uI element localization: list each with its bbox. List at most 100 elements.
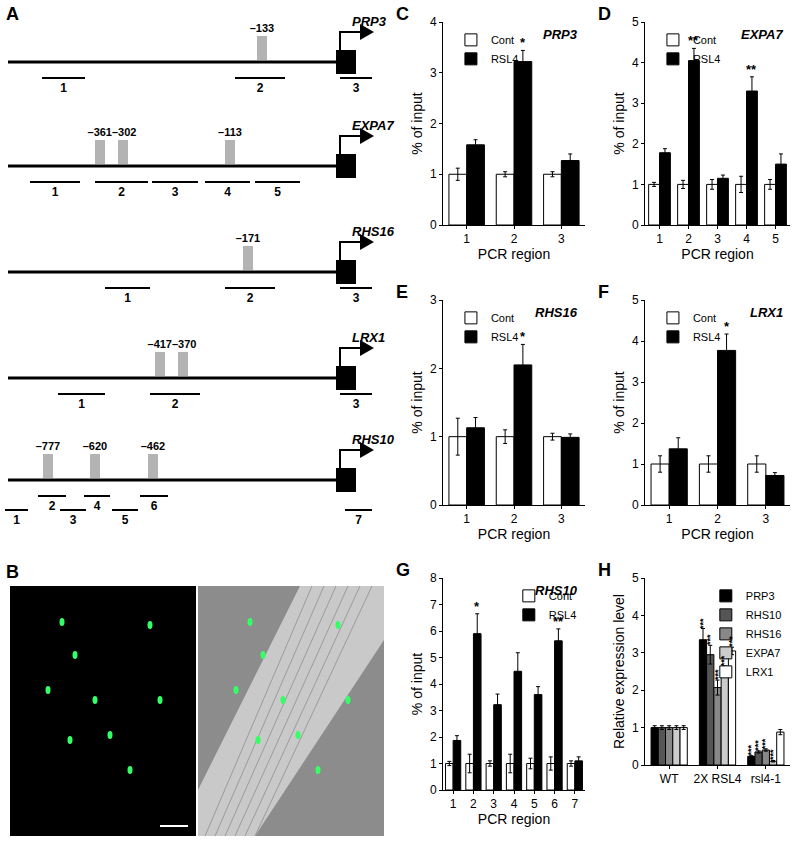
svg-text:***: *** <box>719 655 729 666</box>
svg-text:***: *** <box>713 669 723 680</box>
svg-text:2: 2 <box>632 416 639 430</box>
svg-text:4: 4 <box>94 499 101 513</box>
svg-text:3: 3 <box>558 512 565 526</box>
svg-text:C: C <box>396 4 409 24</box>
svg-text:3: 3 <box>632 96 639 110</box>
svg-text:rsl4-1: rsl4-1 <box>751 772 781 786</box>
svg-text:LRX1: LRX1 <box>746 666 774 678</box>
svg-text:G: G <box>396 560 410 580</box>
svg-text:–133: –133 <box>250 22 274 34</box>
svg-text:PRP3: PRP3 <box>352 14 387 29</box>
svg-text:PRP3: PRP3 <box>746 590 775 602</box>
svg-text:LRX1: LRX1 <box>750 305 783 320</box>
svg-text:5: 5 <box>632 293 639 307</box>
svg-text:–171: –171 <box>236 232 260 244</box>
svg-text:Cont: Cont <box>693 34 716 46</box>
svg-text:3: 3 <box>430 704 437 718</box>
svg-text:3: 3 <box>353 291 360 305</box>
svg-text:3: 3 <box>353 397 360 411</box>
svg-text:PCR region: PCR region <box>681 526 753 542</box>
svg-text:2: 2 <box>49 499 56 513</box>
svg-text:% of input: % of input <box>409 92 425 154</box>
svg-text:6: 6 <box>551 797 558 811</box>
svg-text:RSL4: RSL4 <box>693 53 721 65</box>
svg-text:1: 1 <box>430 167 437 181</box>
svg-text:PCR region: PCR region <box>478 526 550 542</box>
svg-text:–462: –462 <box>141 440 165 452</box>
svg-text:8: 8 <box>430 571 437 585</box>
svg-text:***: *** <box>768 749 778 760</box>
svg-text:Cont: Cont <box>491 312 514 324</box>
svg-text:0: 0 <box>632 758 639 772</box>
svg-text:2: 2 <box>257 81 264 95</box>
svg-text:3: 3 <box>490 797 497 811</box>
svg-text:1: 1 <box>124 291 131 305</box>
svg-text:1: 1 <box>78 397 85 411</box>
svg-text:PRP3: PRP3 <box>543 27 578 42</box>
svg-text:1: 1 <box>52 185 59 199</box>
svg-text:% of input: % of input <box>409 371 425 433</box>
svg-text:2: 2 <box>470 797 477 811</box>
svg-text:5: 5 <box>632 15 639 29</box>
svg-text:6: 6 <box>151 499 158 513</box>
svg-text:Cont: Cont <box>491 34 514 46</box>
svg-text:4: 4 <box>632 334 639 348</box>
svg-text:4: 4 <box>632 56 639 70</box>
svg-text:5: 5 <box>274 185 281 199</box>
svg-text:3: 3 <box>632 375 639 389</box>
svg-text:2: 2 <box>714 512 721 526</box>
svg-text:2: 2 <box>430 730 437 744</box>
svg-text:3: 3 <box>70 513 77 527</box>
svg-text:EXPA7: EXPA7 <box>741 27 783 42</box>
svg-text:% of input: % of input <box>409 653 425 715</box>
svg-text:***: *** <box>727 636 737 647</box>
svg-text:2X RSL4: 2X RSL4 <box>693 772 741 786</box>
svg-text:RHS16: RHS16 <box>352 224 395 239</box>
svg-text:1: 1 <box>60 81 67 95</box>
svg-text:7: 7 <box>572 797 579 811</box>
svg-text:E: E <box>396 282 408 302</box>
svg-text:RHS10: RHS10 <box>352 432 395 447</box>
svg-text:5: 5 <box>122 513 129 527</box>
svg-text:3: 3 <box>558 232 565 246</box>
svg-text:1: 1 <box>632 178 639 192</box>
svg-text:RSL4: RSL4 <box>491 331 519 343</box>
svg-text:2: 2 <box>430 117 437 131</box>
svg-text:0: 0 <box>430 783 437 797</box>
svg-text:1: 1 <box>450 797 457 811</box>
svg-text:1: 1 <box>13 513 20 527</box>
svg-text:***: *** <box>760 738 770 749</box>
svg-text:3: 3 <box>430 66 437 80</box>
svg-text:7: 7 <box>430 598 437 612</box>
svg-text:% of input: % of input <box>611 92 627 154</box>
svg-text:7: 7 <box>355 513 362 527</box>
svg-text:1: 1 <box>656 232 663 246</box>
svg-text:5: 5 <box>531 797 538 811</box>
svg-text:2: 2 <box>511 512 518 526</box>
svg-text:2: 2 <box>511 232 518 246</box>
svg-text:2: 2 <box>632 137 639 151</box>
svg-text:3: 3 <box>632 646 639 660</box>
svg-text:Cont: Cont <box>549 590 572 602</box>
svg-text:1: 1 <box>463 232 470 246</box>
svg-text:RSL4: RSL4 <box>693 331 721 343</box>
svg-text:*: * <box>520 329 526 344</box>
svg-text:1: 1 <box>632 457 639 471</box>
svg-text:4: 4 <box>224 185 231 199</box>
svg-text:2: 2 <box>172 397 179 411</box>
svg-text:***: *** <box>746 744 756 755</box>
svg-text:*: * <box>724 319 730 334</box>
svg-text:0: 0 <box>632 498 639 512</box>
svg-text:5: 5 <box>772 232 779 246</box>
svg-text:5: 5 <box>632 571 639 585</box>
svg-text:3: 3 <box>430 293 437 307</box>
svg-text:2: 2 <box>118 185 125 199</box>
svg-text:*: * <box>520 35 526 50</box>
svg-text:*: * <box>474 599 480 614</box>
svg-text:H: H <box>598 560 611 580</box>
svg-text:Cont: Cont <box>693 312 716 324</box>
svg-text:PCR region: PCR region <box>681 246 753 262</box>
svg-text:**: ** <box>553 614 564 629</box>
svg-text:1: 1 <box>430 757 437 771</box>
svg-text:1: 1 <box>666 512 673 526</box>
